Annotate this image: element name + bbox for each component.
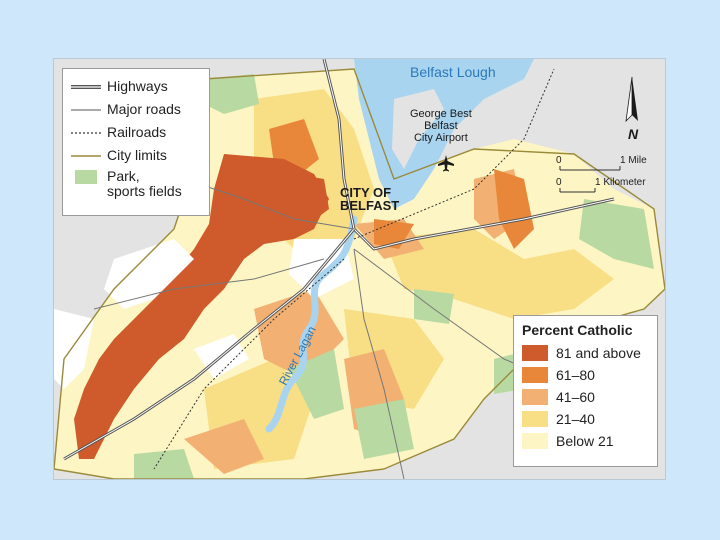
map-frame: Belfast Lough CITY OF BELFAST George Bes… [53, 58, 666, 480]
legend-major-roads: Major roads [71, 98, 203, 121]
road-line-icon [71, 108, 101, 111]
legend-railroads: Railroads [71, 121, 203, 144]
harbour-land [392, 89, 444, 169]
highway-line-icon [71, 84, 101, 89]
legend-park: Park, sports fields [71, 167, 203, 209]
color-swatch [522, 411, 548, 427]
major-road [93, 258, 325, 310]
highway [63, 228, 355, 460]
legend-label: 21–40 [556, 411, 595, 427]
north-label: N [628, 126, 639, 142]
park-swatch-icon [75, 170, 97, 184]
legend-pct-row: 61–80 [522, 364, 649, 386]
scale-mile-label: 1 Mile [620, 155, 647, 166]
color-swatch [522, 367, 548, 383]
belfast-lough-label: Belfast Lough [410, 64, 496, 80]
city-label-line2: BELFAST [340, 198, 400, 213]
scale-km-label: 1 Kilometer [595, 177, 646, 188]
legend-pct-row: Below 21 [522, 430, 649, 452]
scale-km-zero: 0 [556, 177, 562, 188]
percent-legend: Percent Catholic 81 and above 61–80 41–6… [513, 315, 658, 467]
park-area [414, 289, 454, 324]
north-arrow-icon [625, 76, 638, 123]
color-swatch [522, 389, 548, 405]
legend-pct-row: 41–60 [522, 386, 649, 408]
belfast-lough [354, 59, 534, 209]
airport-label-line2: Belfast [424, 120, 458, 132]
legend-pct-row: 81 and above [522, 342, 649, 364]
legend-label: Highways [107, 78, 168, 94]
color-swatch [522, 433, 548, 449]
area-61-80 [494, 169, 534, 249]
legend-highways: Highways [71, 75, 203, 98]
airport-label: George Best Belfast City Airport [410, 108, 472, 144]
railroad [153, 258, 345, 470]
non-residential [104, 239, 194, 309]
legend-label: Major roads [107, 101, 181, 117]
legend-pct-row: 21–40 [522, 408, 649, 430]
legend-label: City limits [107, 147, 167, 163]
legend-label: 81 and above [556, 345, 641, 361]
park-area [134, 449, 194, 479]
city-label: CITY OF BELFAST [340, 186, 399, 212]
area-41-60 [184, 419, 264, 474]
percent-legend-title: Percent Catholic [522, 322, 633, 338]
airplane-icon [438, 155, 454, 172]
legend-label: 61–80 [556, 367, 595, 383]
park-area [579, 199, 654, 269]
legend-label-line1: Park, [107, 168, 140, 184]
city-label-line1: CITY OF [340, 185, 392, 200]
river-lagan [265, 215, 358, 433]
park-area [354, 399, 414, 459]
legend-label: Below 21 [556, 433, 614, 449]
park-area [204, 74, 259, 114]
legend-label: 41–60 [556, 389, 595, 405]
road-legend: Highways Major roads Railroads City limi… [62, 68, 210, 216]
airport-label-line3: City Airport [413, 132, 468, 144]
city-limits-line-icon [71, 154, 101, 157]
non-residential [54, 309, 94, 389]
legend-label-park: Park, sports fields [107, 169, 182, 199]
scale-bar [559, 166, 621, 193]
airport-label-line1: George Best [410, 108, 472, 120]
legend-label-line2: sports fields [107, 183, 182, 199]
city-limits [54, 68, 665, 479]
color-swatch [522, 345, 548, 361]
railroad-line-icon [71, 131, 101, 134]
scale-mile-zero: 0 [556, 155, 562, 166]
legend-label: Railroads [107, 124, 167, 140]
legend-city-limits: City limits [71, 144, 203, 167]
highway [323, 59, 615, 250]
area-81-above [294, 174, 329, 224]
railroad [353, 68, 555, 240]
area-81-above [74, 154, 329, 459]
major-road [353, 248, 405, 479]
